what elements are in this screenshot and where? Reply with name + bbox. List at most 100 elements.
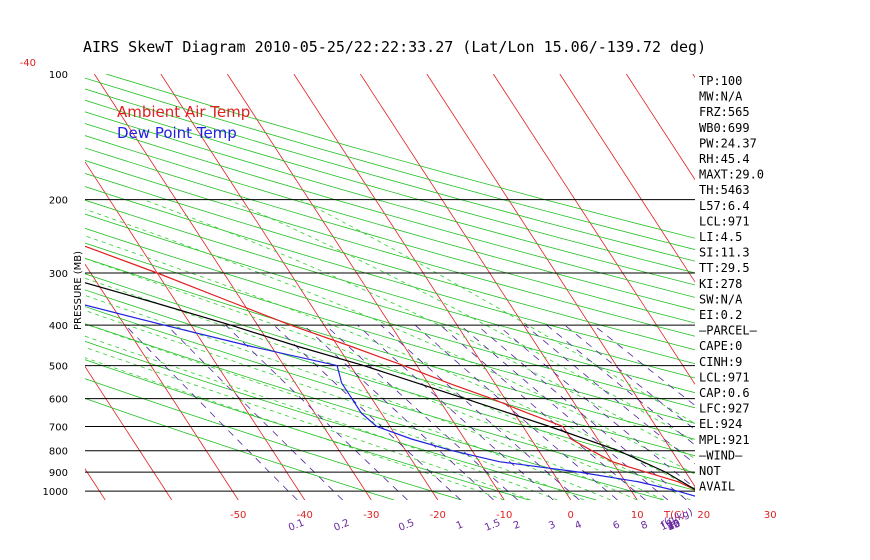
mixing-ratio-line [303,324,494,500]
isobar-lines [85,199,695,492]
sounding-index: LCL:971 [699,370,750,384]
isotherm-line [85,468,106,500]
sounding-index: EL:924 [699,417,742,431]
dry-adiabat-line [85,77,695,250]
background-lines [85,74,695,500]
sounding-index: –PARCEL– [699,324,758,338]
pressure-tick-label: 1000 [43,487,68,498]
sounding-index: WB0:699 [699,121,750,135]
moist-adiabat-line [143,199,695,459]
sounding-index: PW:24.37 [699,136,757,150]
mixing-ratio-tick-label: 12 [666,518,682,533]
mixing-ratio-tick-label: 15 [666,518,682,533]
mixing-ratio-line [564,324,695,431]
bottom-temp-tick-label: -10 [496,510,512,521]
mixing-ratio-line [225,324,408,500]
bottom-temp-tick-label: 0 [568,510,574,521]
dry-adiabat-line [85,88,695,262]
sounding-index: CAP:0.6 [699,386,750,400]
dry-adiabat-line [85,99,695,274]
sounding-index: SW:N/A [699,292,743,306]
dry-adiabat-line [85,273,695,457]
mixing-ratio-line [414,324,618,500]
mixing-ratio-line [166,324,343,500]
dry-adiabat-line [85,147,695,324]
dry-adiabat-line [85,340,597,500]
dry-adiabat-line [85,227,695,409]
sounding-index: MW:N/A [699,90,743,104]
profile-ambient-air-temp [85,245,695,491]
dry-adiabat-line [85,173,695,351]
mixing-ratio-line [357,324,554,500]
mixing-ratio-line [125,324,298,500]
mixing-ratio-tick-label: 0.5 [397,518,416,534]
isotherm-line [85,161,306,500]
sounding-index: LCL:971 [699,214,750,228]
sounding-index: LI:4.5 [699,230,742,244]
pressure-tick-label: 700 [49,423,68,434]
bottom-temp-tick-label: 30 [764,510,777,521]
sounding-index: –WIND– [699,448,743,462]
moist-adiabat-line [85,294,638,500]
mixing-ratio-tick-label: 2 [512,519,522,532]
mixing-ratio-tick-label: 6 [612,519,622,532]
pressure-tick-label: 500 [49,362,68,373]
chart-title: AIRS SkewT Diagram 2010-05-25/22:22:33.2… [83,38,706,56]
y-axis-label: PRESSURE (MB) [73,251,84,330]
dry-adiabat-line [85,397,395,500]
pressure-tick-label: 600 [49,395,68,406]
sounding-index: TP:100 [699,74,742,88]
mixing-ratio-tick-label: 4 [573,519,583,532]
sounding-index: TT:29.5 [699,261,750,275]
mixing-ratio-line [476,324,687,500]
mixing-ratio-line [273,324,461,500]
sounding-index: KI:278 [699,277,742,291]
sounding-index: SI:11.3 [699,246,750,260]
bottom-temp-tick-label: -50 [230,510,246,521]
pressure-tick-label: 400 [49,321,68,332]
x-axis-label-temp: T(C) [663,510,685,521]
dry-adiabat-line [85,160,695,337]
moist-adiabat-line [228,199,695,442]
dry-adiabat-line [85,199,695,379]
sounding-index: RH:45.4 [699,152,750,166]
sounding-index: AVAIL [699,480,735,494]
mixing-ratio-line [593,324,695,406]
mixing-ratio-line [380,324,580,500]
sounding-index: CAPE:0 [699,339,742,353]
profile-dew-point-temp [85,304,695,497]
isotherm-line [293,74,572,500]
sounding-index: NOT [699,464,721,478]
isotherm-line [493,74,695,385]
dry-adiabat-line [85,135,695,311]
profile-parcel [85,282,695,491]
moist-adiabat-line [85,346,531,500]
mixing-ratio-tick-label: 1 [455,519,465,532]
mixing-ratio-tick-label: 25 [666,518,682,533]
moist-adiabat-line [85,335,558,500]
sounding-index: TH:5463 [699,183,750,197]
bottom-temp-tick-label: 20 [697,510,710,521]
moist-adiabat-line [85,277,664,500]
mixing-ratio-tick-label: 10 [659,518,675,533]
mixing-ratio-line [546,324,695,446]
sounding-index: MAXT:29.0 [699,168,764,182]
mixing-ratio-tick-label: 0.2 [332,518,351,534]
dry-adiabat-line [85,213,695,394]
isotherm-line [360,74,638,500]
bottom-temp-tick-label: -30 [363,510,379,521]
bottom-temp-tick-label: -40 [297,510,313,521]
isotherm-line [426,74,695,488]
sounding-index: CINH:9 [699,355,742,369]
pressure-tick-label: 100 [49,70,68,81]
isotherm-line [626,74,695,181]
mixing-ratio-line [440,324,646,500]
moist-adiabat-line [299,199,695,424]
dry-adiabat-line [85,123,695,298]
bottom-temp-tick-label: 10 [631,510,644,521]
moist-adiabat-line [85,357,505,500]
pressure-tick-label: 900 [49,468,68,479]
sounding-index: LFC:927 [699,402,750,416]
